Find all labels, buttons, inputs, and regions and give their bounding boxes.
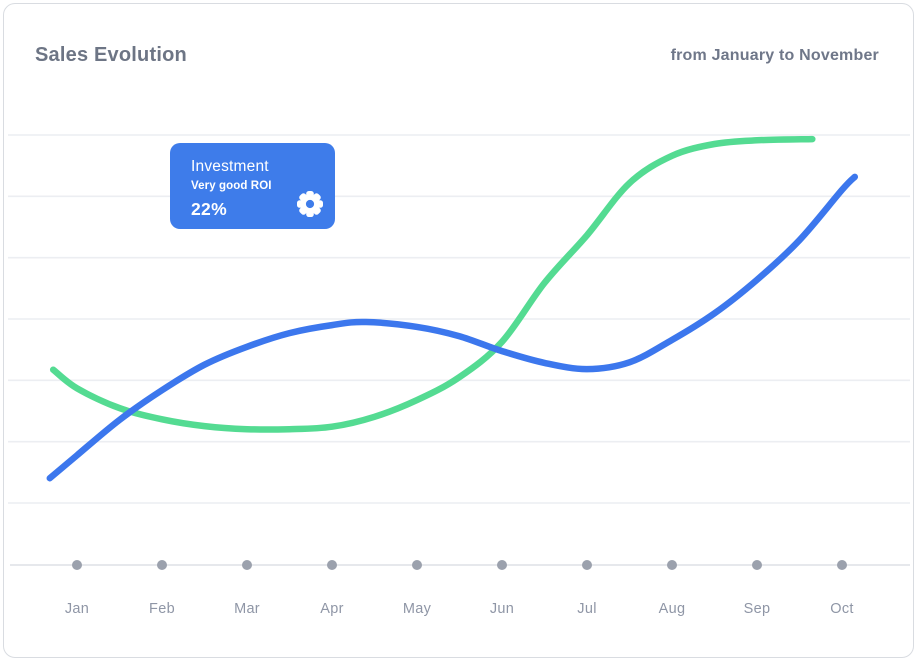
page-title: Sales Evolution: [35, 44, 187, 66]
axis-tick-dot: [497, 560, 507, 570]
month-label: Jun: [490, 601, 514, 617]
month-label: Aug: [659, 601, 686, 617]
axis-tick-dot: [72, 560, 82, 570]
axis-tick-dot: [752, 560, 762, 570]
tooltip-subtitle: Very good ROI: [191, 180, 272, 192]
month-label: Feb: [149, 601, 175, 617]
axis-tick-dot: [327, 560, 337, 570]
month-label: Sep: [744, 601, 771, 617]
investment-line-series: [49, 135, 816, 433]
month-label: Jul: [577, 601, 596, 617]
axis-tick-dot: [582, 560, 592, 570]
axis-tick-dot: [157, 560, 167, 570]
gear-icon[interactable]: [296, 190, 324, 218]
tooltip-value: 22%: [191, 199, 227, 219]
month-label: Apr: [320, 601, 343, 617]
gear-hole: [305, 199, 315, 209]
axis-tick-dot: [667, 560, 677, 570]
chart-canvas: Jan Feb Mar Apr May Jun Jul Aug Sep Oct: [8, 134, 910, 617]
sales-line-series: [46, 173, 859, 482]
month-label: Oct: [830, 601, 853, 617]
axis-tick-dot: [412, 560, 422, 570]
axis-tick-dot: [242, 560, 252, 570]
axis-tick-dot: [837, 560, 847, 570]
investment-tooltip[interactable]: Investment Very good ROI 22%: [170, 143, 335, 229]
month-label: Jan: [65, 601, 89, 617]
date-range-label: from January to November: [670, 47, 879, 64]
month-label: May: [403, 601, 432, 617]
month-label: Mar: [234, 601, 260, 617]
tooltip-title: Investment: [191, 158, 269, 175]
sales-evolution-card: Jan Feb Mar Apr May Jun Jul Aug Sep Oct Sales Evo…: [3, 3, 914, 658]
